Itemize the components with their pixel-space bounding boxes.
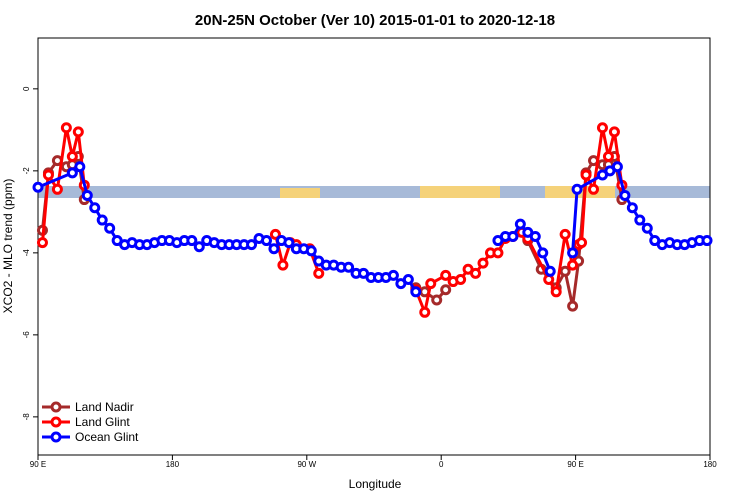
data-point (634, 214, 646, 226)
data-point (567, 247, 579, 259)
data-point (186, 235, 198, 247)
legend-marker (50, 416, 62, 428)
data-point (514, 218, 526, 230)
data-point (492, 247, 504, 259)
legend-label: Land Glint (75, 415, 130, 429)
data-point (580, 169, 592, 181)
legend-label: Land Nadir (75, 400, 134, 414)
data-point (96, 214, 108, 226)
ocean-strip (38, 186, 710, 198)
data-point (431, 294, 443, 306)
data-point (60, 122, 72, 134)
data-point (537, 247, 549, 259)
data-point (193, 241, 205, 253)
data-point (277, 259, 289, 271)
data-point (588, 183, 600, 195)
data-point (507, 230, 519, 242)
data-point (544, 265, 556, 277)
data-point (440, 284, 452, 296)
y-tick-label: 0 (22, 86, 31, 91)
data-point (72, 126, 84, 138)
map-strip (38, 186, 710, 198)
data-point (81, 189, 93, 201)
data-point (313, 267, 325, 279)
y-tick-label: -2 (22, 167, 31, 175)
x-axis-label: Longitude (349, 477, 402, 491)
data-point (387, 269, 399, 281)
data-point (66, 167, 78, 179)
data-point (283, 237, 295, 249)
y-tick-label: -6 (22, 331, 31, 339)
data-point (543, 274, 555, 286)
data-point (567, 259, 579, 271)
x-tick-label: 180 (166, 460, 180, 469)
data-point (246, 239, 258, 251)
series (36, 122, 628, 318)
data-point (608, 126, 620, 138)
data-point (402, 274, 414, 286)
data-point (596, 122, 608, 134)
data-point (425, 278, 437, 290)
legend-marker (50, 431, 62, 443)
data-point (51, 183, 63, 195)
legend-label: Ocean Glint (75, 430, 139, 444)
chart-title: 20N-25N October (Ver 10) 2015-01-01 to 2… (195, 12, 555, 29)
data-point (260, 235, 272, 247)
data-point (455, 274, 467, 286)
legend-marker (50, 401, 62, 413)
plot-frame (37, 37, 711, 456)
y-tick-label: -4 (22, 249, 31, 257)
data-point (36, 237, 48, 249)
data-point (529, 230, 541, 242)
data-point (410, 286, 422, 298)
y-axis-label: XCO2 - MLO trend (ppm) (1, 179, 15, 314)
series-line (40, 126, 624, 314)
data-point (559, 228, 571, 240)
data-point (66, 150, 78, 162)
series (36, 150, 628, 312)
data-point (269, 228, 281, 240)
data-point (419, 306, 431, 318)
data-point (559, 265, 571, 277)
data-point (440, 269, 452, 281)
data-point (343, 261, 355, 273)
data-point (619, 189, 631, 201)
data-point (611, 161, 623, 173)
data-point (576, 237, 588, 249)
data-point (32, 181, 44, 193)
data-point (89, 202, 101, 214)
data-point (701, 235, 713, 247)
x-tick-label: 180 (703, 460, 717, 469)
data-point (602, 150, 614, 162)
y-tick-label: -8 (22, 413, 31, 421)
land-patch (420, 186, 500, 198)
x-tick-label: 90 W (297, 460, 316, 469)
data-point (268, 243, 280, 255)
data-point (42, 169, 54, 181)
data-point (477, 257, 489, 269)
x-tick-label: 90 E (30, 460, 46, 469)
x-tick-label: 90 E (567, 460, 583, 469)
data-point (641, 222, 653, 234)
x-tick-label: 0 (439, 460, 444, 469)
data-point (104, 222, 116, 234)
data-point (567, 300, 579, 312)
data-point (550, 286, 562, 298)
data-point (470, 267, 482, 279)
data-point (626, 202, 638, 214)
data-point (571, 183, 583, 195)
series (32, 161, 713, 298)
data-point (74, 161, 86, 173)
land-patch (280, 188, 320, 198)
data-point (305, 245, 317, 257)
